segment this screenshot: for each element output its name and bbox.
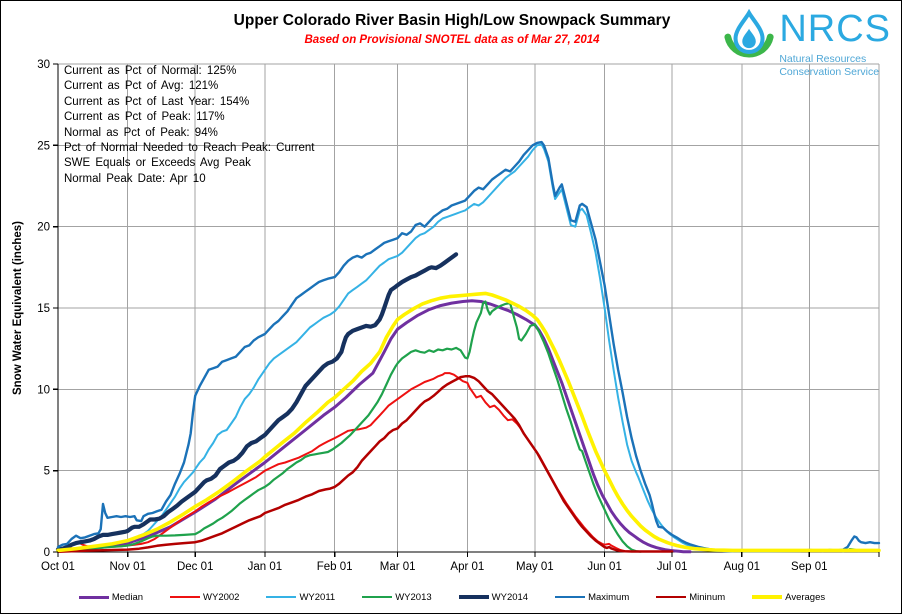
legend-swatch [752, 595, 783, 599]
legend-label: Maximum [588, 591, 630, 603]
legend-swatch [656, 595, 687, 599]
legend-item-WY2011: WY2011 [266, 592, 335, 603]
y-tick-label: 15 [37, 303, 50, 315]
x-tick-label: Jul 01 [657, 561, 688, 573]
nrcs-acronym: NRCS [779, 8, 891, 50]
series-line-WY2014 [55, 252, 459, 552]
stat-line: Current as Pct of Normal: 125% [64, 65, 237, 77]
legend-label: WY2013 [395, 591, 432, 603]
x-tick-label: Dec 01 [177, 561, 213, 573]
series-line-WY2013 [56, 300, 642, 553]
y-tick-label: 30 [37, 59, 50, 71]
legend-item-Median: Median [78, 591, 144, 603]
legend-swatch [555, 595, 586, 599]
legend-item-Mininum: Mininum [656, 592, 725, 603]
legend-label: Median [111, 591, 144, 603]
chart-legend: Median WY2002 WY2011 WY2013 WY2014 Maximum Min… [1, 586, 901, 608]
x-tick-label: Feb 01 [317, 561, 353, 573]
stat-line: Current as Pct of Peak: 117% [64, 111, 225, 124]
chart-title: Upper Colorado River Basin High/Low Snow… [233, 12, 671, 29]
legend-label: WY2002 [203, 591, 240, 603]
x-tick-label: Apr 01 [450, 561, 484, 573]
stat-line: Current as Pct of Avg: 121% [64, 80, 219, 93]
legend-swatch [362, 595, 393, 599]
y-tick-label: 10 [37, 384, 50, 396]
legend-label: WY2011 [299, 591, 336, 603]
stat-line: SWE Equals or Exceeds Avg Peak [64, 157, 251, 170]
series-line-WY2011 [57, 143, 734, 553]
y-axis-title: Snow Water Equivalent (inches) [12, 220, 24, 396]
y-tick-label: 0 [44, 547, 50, 559]
stat-line: Current as Pct of Last Year: 154% [64, 95, 250, 108]
legend-label: WY2014 [491, 591, 529, 603]
y-tick-label: 5 [44, 466, 50, 478]
x-tick-label: Oct 01 [41, 561, 75, 573]
x-tick-label: Sep 01 [791, 561, 827, 573]
legend-label: Averages [785, 591, 826, 603]
chart-subtitle: Based on Provisional SNOTEL data as of M… [304, 34, 600, 46]
stat-line: Normal Peak Date: Apr 10 [64, 172, 206, 185]
nrcs-droplet-icon [724, 9, 774, 58]
legend-label: Mininum [689, 591, 726, 603]
legend-item-Averages: Averages [752, 592, 825, 603]
stat-line: Pct of Normal Needed to Reach Peak: Curr… [64, 142, 315, 155]
legend-swatch [458, 594, 489, 600]
series-line-Averages [56, 291, 881, 553]
y-tick-label: 20 [37, 222, 50, 234]
series-line-Maximum [56, 140, 881, 553]
stat-line: Normal as Pct of Peak: 94% [64, 126, 218, 139]
legend-item-WY2013: WY2013 [362, 591, 432, 603]
x-tick-label: May 01 [516, 561, 554, 573]
nrcs-logo: NRCS Natural Resources Conservation Serv… [723, 9, 891, 78]
legend-swatch [266, 596, 297, 598]
x-tick-label: Nov 01 [110, 561, 146, 573]
legend-swatch [78, 595, 109, 599]
series-line-Mininum [56, 375, 674, 553]
x-tick-label: Jan 01 [248, 561, 283, 573]
legend-item-WY2002: WY2002 [170, 592, 239, 603]
nrcs-tagline-line1: Natural Resources [779, 53, 867, 65]
x-tick-label: Mar 01 [380, 561, 416, 573]
nrcs-tagline-line2: Conservation Service [779, 65, 880, 78]
legend-swatch [170, 596, 201, 598]
legend-item-Maximum: Maximum [555, 592, 629, 603]
x-tick-label: Aug 01 [724, 561, 760, 573]
stats-annotation: Current as Pct of Normal: 125% Current as… [64, 64, 315, 187]
legend-item-WY2014: WY2014 [458, 591, 529, 603]
nrcs-tagline: Natural Resources Conservation Service [779, 53, 891, 78]
y-tick-label: 25 [37, 140, 50, 152]
x-tick-label: Jun 01 [587, 561, 622, 573]
